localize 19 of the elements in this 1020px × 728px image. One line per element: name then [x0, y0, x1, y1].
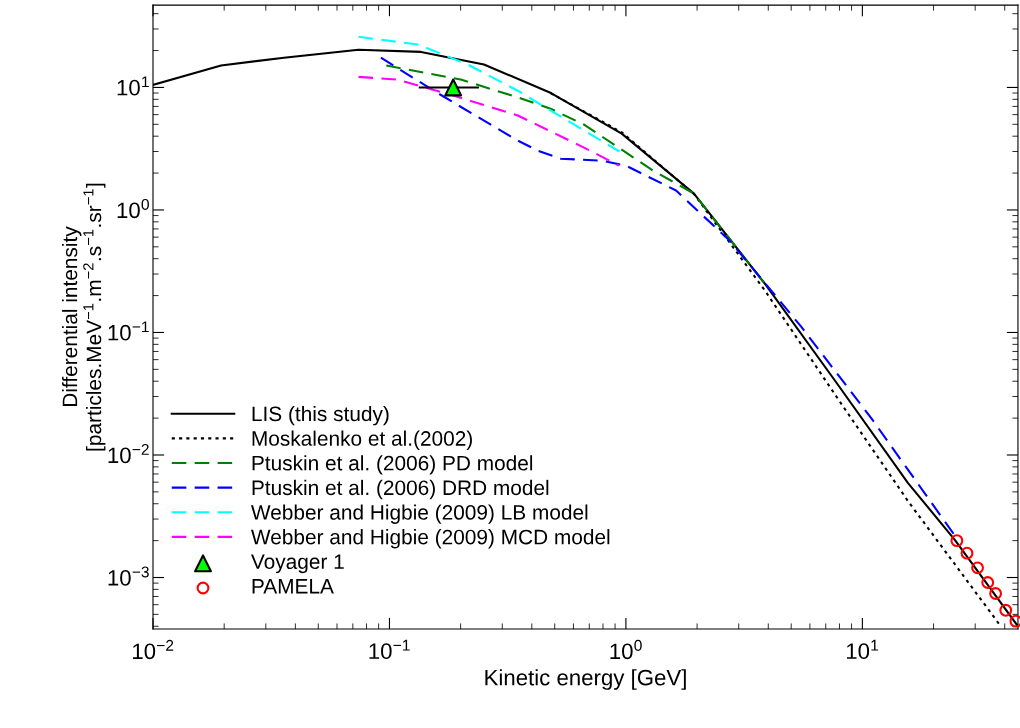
- x-tick-label: 10$^{−1}$: [369, 639, 410, 660]
- y-tick-label: 10$^{0}$: [117, 198, 149, 219]
- x-tick-label: 10$^{−2}$: [133, 639, 174, 660]
- x-tick-label: 10$^{0}$: [610, 639, 642, 660]
- y-tick-label: 10$^{−2}$: [108, 443, 149, 464]
- y-tick-label: 10$^{−1}$: [108, 321, 149, 341]
- text: Differential intensity [particles.MeV$^{−1}$.m$^{−2}$.s$^{−1}$.sr$^{−1}$]: [62, 183, 106, 451]
- x-axis-title: Kinetic energy [GeV]: [485, 669, 686, 690]
- legend-label: Moskalenko et al.(2002): [252, 430, 472, 450]
- y-tick-label: 10$^{1}$: [117, 76, 149, 96]
- legend-label: LIS (this study): [252, 405, 389, 426]
- legend-label: Ptuskin et al. (2006) PD model: [252, 455, 533, 475]
- y-tick-label: 10$^{−3}$: [108, 566, 149, 586]
- legend-label: Webber and Higbie (2009) LB model: [251, 504, 588, 524]
- x-tick-label: 10$^{1}$: [846, 639, 879, 660]
- legend-label: Voyager 1: [251, 554, 344, 574]
- legend-label: PAMELA: [252, 579, 334, 594]
- legend-label: Ptuskin et al. (2006) DRD model: [252, 479, 549, 500]
- legend-label: Webber and Higbie (2009) MCD model: [251, 529, 610, 549]
